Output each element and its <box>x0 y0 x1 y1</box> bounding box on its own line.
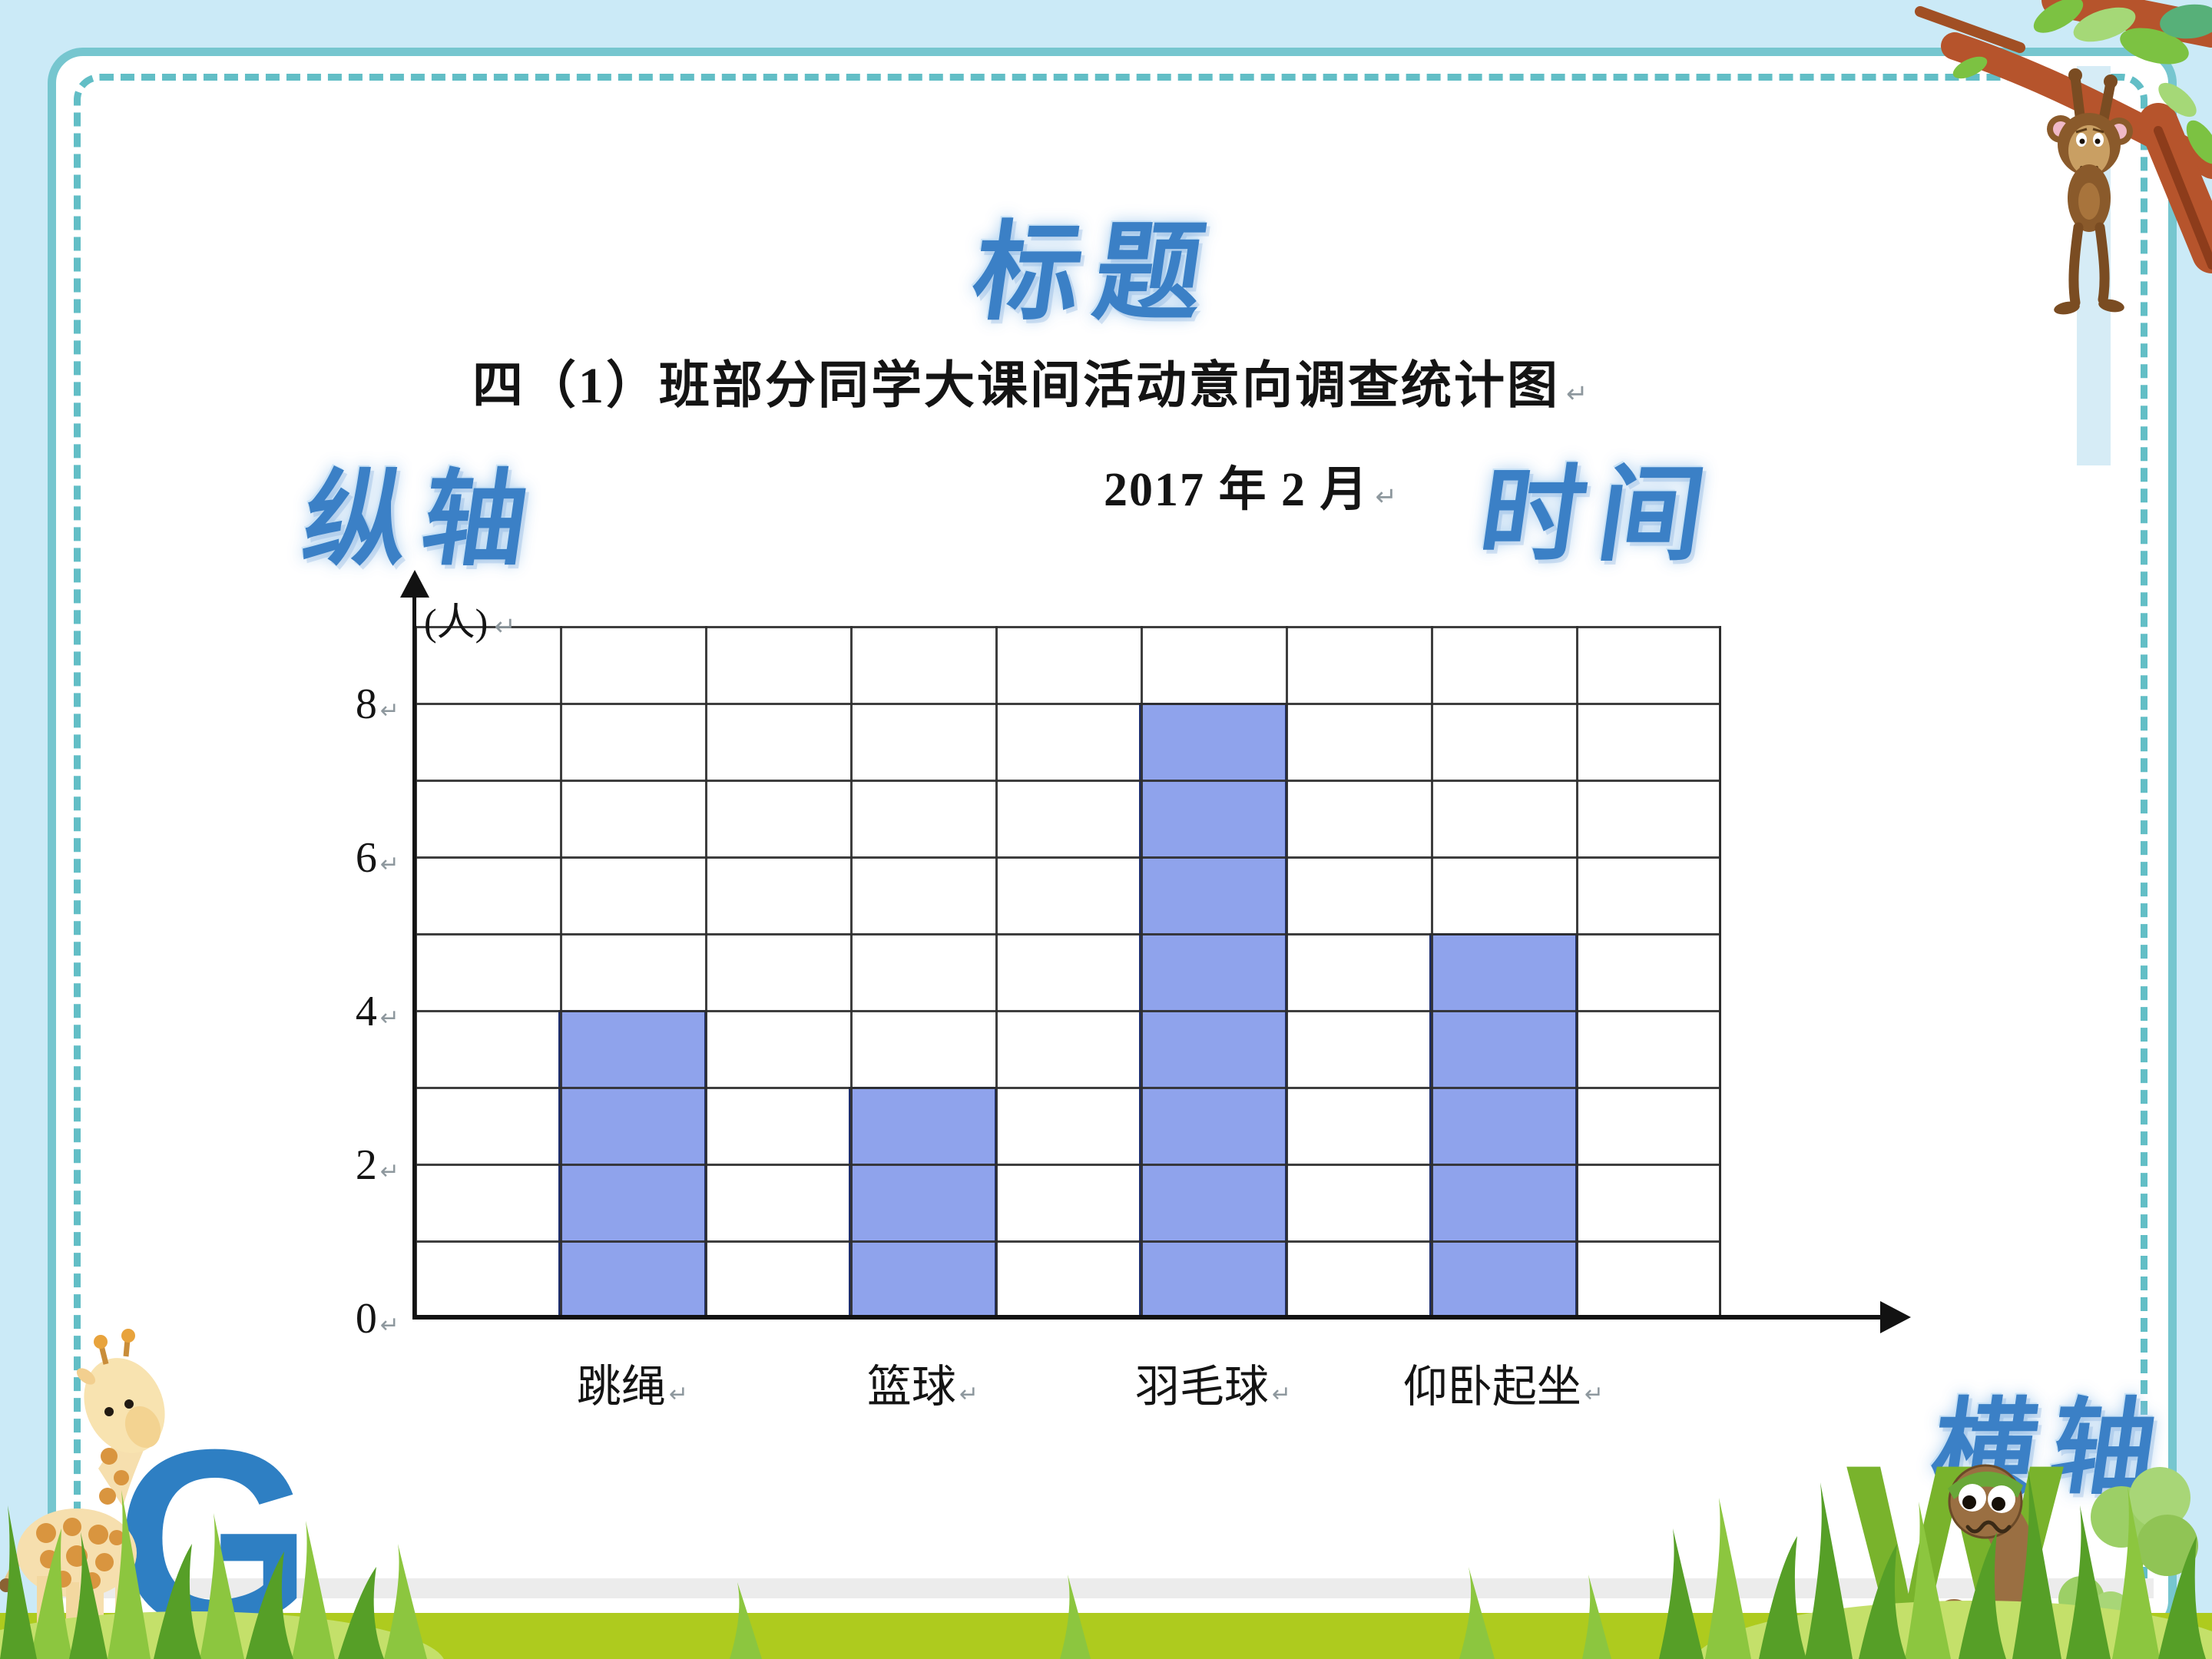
monkey-illustration <box>1915 0 2212 315</box>
chart-title: 四（1）班部分同学大课间活动意向调查统计图 ↵ <box>472 344 1591 418</box>
monkey-body <box>2047 68 2133 315</box>
tree-branch <box>1915 0 2212 273</box>
deco-label-title: 标题 <box>965 210 1226 336</box>
dashed-border <box>74 74 2147 1617</box>
grass-blades-back <box>31 1486 2160 1659</box>
return-mark: ↵ <box>1375 482 1399 512</box>
tree-leaves <box>1952 0 2212 164</box>
deco-label-time: 时间 <box>1472 455 1727 576</box>
chart-date: 2017 年 2 月 ↵ <box>1104 450 1399 519</box>
return-mark: ↵ <box>1566 379 1591 409</box>
deco-label-vertical-axis: 纵轴 <box>296 459 550 581</box>
grass-illustration <box>0 1467 2212 1659</box>
chart-date-text: 2017 年 2 月 <box>1104 464 1369 516</box>
grass-blades-front <box>0 1467 2206 1659</box>
chart-title-text: 四（1）班部分同学大课间活动意向调查统计图 <box>472 358 1560 414</box>
